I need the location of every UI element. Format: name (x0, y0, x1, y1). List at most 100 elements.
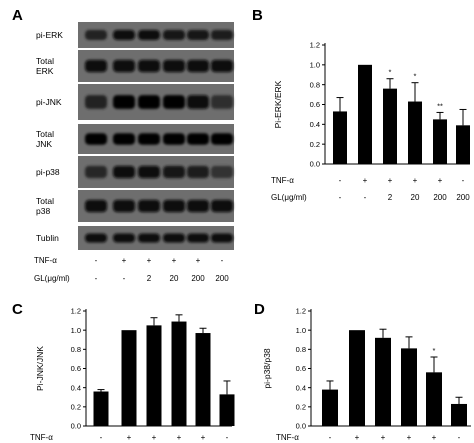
bar (333, 111, 347, 164)
panel-label-d: D (254, 301, 265, 318)
blot-band (85, 233, 107, 243)
blot-band (138, 199, 160, 213)
bar (401, 348, 417, 426)
blot-tnf-value: - (221, 256, 224, 265)
condition-value: + (201, 433, 206, 442)
significance-marker: * (433, 346, 436, 355)
condition-value: - (462, 176, 465, 185)
blot-tnf-value: + (196, 256, 201, 265)
blot-band (163, 30, 185, 40)
condition-value: - (226, 433, 229, 442)
bar (383, 88, 397, 164)
y-tick-label: 0.8 (310, 80, 320, 89)
y-tick-label: 0.2 (71, 402, 81, 411)
chart-d: 0.0 0.2 0.4 0.6 0.8 1.0 1.2 pi-p38/p38 * TNF-α - + +… (262, 307, 471, 442)
blot-band (138, 59, 160, 73)
blot-band (211, 59, 233, 73)
y-tick-label: 0.8 (296, 345, 306, 354)
condition-value: + (363, 176, 368, 185)
blot-row-label: Total p38 (36, 196, 54, 216)
blot-band (163, 59, 185, 73)
blot-band (211, 133, 233, 145)
bar (93, 391, 109, 426)
bar (171, 321, 187, 426)
y-axis-title: pi-p38/p38 (262, 348, 272, 388)
condition-label: GL(μg/ml) (271, 193, 307, 202)
bar (451, 403, 467, 426)
condition-value: 200 (456, 193, 470, 202)
blot-row-label: Total JNK (36, 129, 54, 149)
y-tick-label: 0.0 (71, 422, 81, 431)
blot-band (85, 199, 107, 213)
condition-label: TNF-α (30, 433, 53, 442)
blot-band (163, 95, 185, 109)
blot-tnf-label: TNF-α (34, 256, 57, 265)
condition-value: + (388, 176, 393, 185)
condition-value: - (339, 193, 342, 202)
blot-row-label: pi-JNK (36, 97, 62, 107)
panel-label-c: C (12, 301, 23, 318)
blot-row-label: pi-ERK (36, 30, 63, 40)
blot-band (187, 59, 209, 73)
y-tick-label: 1.2 (296, 307, 306, 316)
bar (121, 330, 137, 426)
y-tick-label: 0.2 (310, 140, 320, 149)
blot-band (211, 233, 233, 243)
condition-value: 20 (411, 193, 420, 202)
blot-gl-value: - (95, 274, 98, 283)
condition-value: 2 (388, 193, 393, 202)
chart-c: 0.0 0.2 0.4 0.6 0.8 1.0 1.2 Pi-JNK/JNK TNF-α - + + +… (30, 307, 235, 442)
y-tick-label: 0.6 (296, 364, 306, 373)
blot-tnf-value: - (95, 256, 98, 265)
bar (219, 394, 235, 426)
blot-band (138, 133, 160, 145)
condition-value: + (152, 433, 157, 442)
bar (408, 101, 422, 164)
significance-marker: ** (437, 101, 443, 110)
blot-band (187, 199, 209, 213)
blot-gl-value: 200 (215, 274, 229, 283)
y-tick-label: 0.6 (310, 100, 320, 109)
condition-value: - (339, 176, 342, 185)
blot-band (211, 95, 233, 109)
condition-label: TNF-α (271, 176, 294, 185)
bar (146, 325, 162, 426)
blot-band (85, 133, 107, 145)
blot-band (187, 95, 209, 109)
panel-label-b: B (252, 7, 263, 24)
blot-band (138, 233, 160, 243)
condition-value: - (100, 433, 103, 442)
y-tick-label: 0.2 (296, 402, 306, 411)
bar (426, 372, 442, 426)
condition-value: + (413, 176, 418, 185)
blot-band (85, 30, 107, 40)
y-tick-label: 0.6 (71, 364, 81, 373)
blot-band (187, 165, 209, 179)
blot-band (163, 133, 185, 145)
blot-band (85, 95, 107, 109)
blot-band (211, 199, 233, 213)
blot-band (211, 30, 233, 40)
y-tick-label: 0.4 (296, 383, 306, 392)
blot-band (163, 199, 185, 213)
y-tick-label: 0.0 (296, 422, 306, 431)
condition-value: + (407, 433, 412, 442)
blot-band (163, 165, 185, 179)
blot-band (113, 199, 135, 213)
blot-gl-label: GL(μg/ml) (34, 274, 70, 283)
bar (456, 125, 470, 164)
blot-band (138, 30, 160, 40)
bar (322, 389, 338, 426)
blot-row-label: Tublin (36, 233, 59, 243)
blot-band (85, 165, 107, 179)
significance-marker: * (414, 72, 417, 81)
condition-value: + (438, 176, 443, 185)
blot-band (163, 233, 185, 243)
condition-value: + (127, 433, 132, 442)
y-tick-label: 1.2 (310, 41, 320, 50)
blot-band (187, 133, 209, 145)
blot-band (187, 233, 209, 243)
blot-row-label: pi-p38 (36, 167, 60, 177)
blot-gl-value: 20 (170, 274, 179, 283)
